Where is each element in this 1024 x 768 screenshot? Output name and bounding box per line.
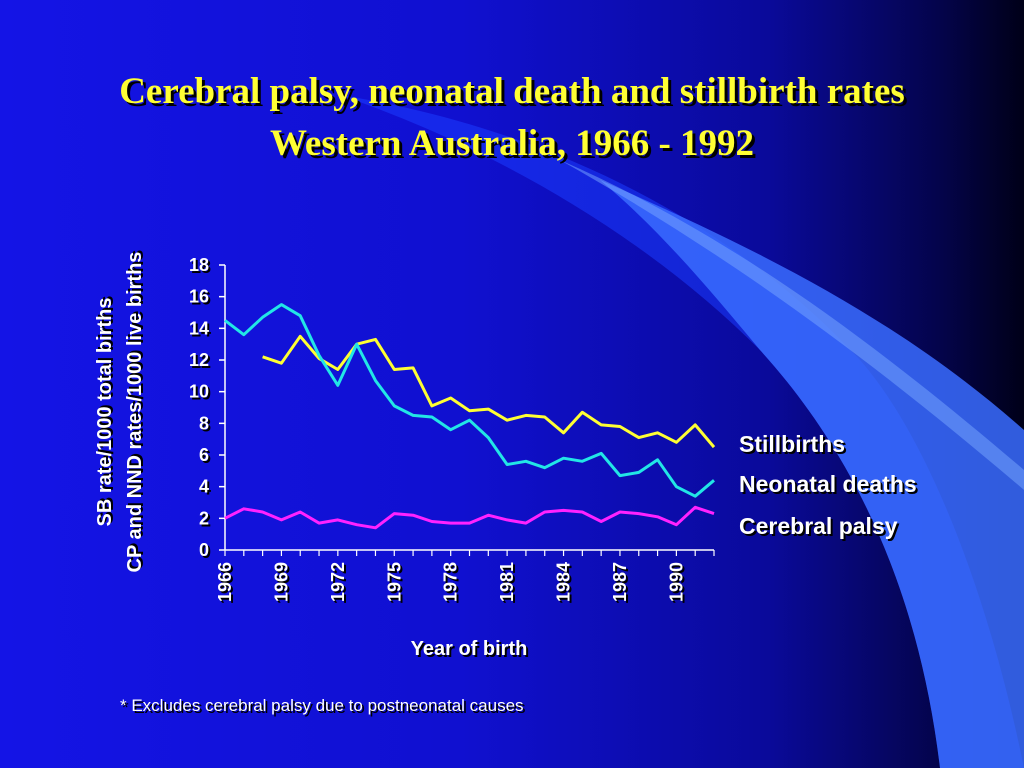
svg-text:Stillbirths: Stillbirths	[741, 433, 847, 459]
axes	[224, 265, 714, 551]
y-tick-label: 2	[199, 508, 209, 528]
title-line-2: Western Australia, 1966 - 1992	[269, 123, 755, 164]
x-tick-label: 1990	[666, 562, 686, 602]
x-tick-label: 1981	[497, 562, 517, 602]
x-axis-label: Year of birth	[411, 638, 528, 660]
svg-text:1978: 1978	[443, 564, 463, 604]
y-tick-label: 10	[189, 382, 209, 402]
series-label-cerebral-palsy: Cerebral palsy	[739, 513, 898, 539]
svg-text:1972: 1972	[330, 564, 350, 604]
series-line-cerebral-palsy	[224, 505, 715, 530]
x-tick-label: 1975	[384, 562, 404, 602]
series-line-stillbirths	[262, 334, 716, 449]
x-tick-label: 1984	[554, 562, 574, 602]
series-lines	[224, 303, 716, 530]
svg-text:0: 0	[201, 542, 211, 562]
svg-text:Cerebral palsy: Cerebral palsy	[741, 515, 900, 541]
x-tick-label: 1966	[215, 562, 235, 602]
svg-text:12: 12	[191, 352, 211, 372]
footnote: * Excludes cerebral palsy due to postneo…	[120, 696, 524, 715]
x-tick-label: 1987	[610, 562, 630, 602]
svg-text:Neonatal deaths: Neonatal deaths	[741, 473, 919, 499]
y-tick-label: 12	[189, 350, 209, 370]
svg-text:1981: 1981	[499, 564, 519, 604]
svg-text:14: 14	[191, 320, 211, 340]
svg-text:SB rate/1000 total births: SB rate/1000 total births	[96, 296, 118, 525]
series-label-stillbirths: Stillbirths	[739, 431, 845, 457]
title-line-1: Cerebral palsy, neonatal death and still…	[119, 71, 905, 112]
y-tick-label: 16	[189, 287, 209, 307]
svg-text:10: 10	[191, 384, 211, 404]
svg-text:18: 18	[191, 257, 211, 277]
y-tick-label: 8	[199, 413, 209, 433]
y-tick-label: 0	[199, 540, 209, 560]
y-tick-label: 14	[189, 318, 209, 338]
y-axis-label-line-1: SB rate/1000 total births	[94, 298, 116, 527]
svg-text:1987: 1987	[612, 564, 632, 604]
svg-text:6: 6	[201, 447, 211, 467]
x-tick-label: 1972	[328, 562, 348, 602]
series-line-neonatal-deaths	[224, 303, 715, 498]
svg-text:1969: 1969	[273, 564, 293, 604]
svg-text:8: 8	[201, 415, 211, 435]
svg-text:2: 2	[201, 510, 211, 530]
svg-text:4: 4	[201, 479, 211, 499]
svg-text:16: 16	[191, 289, 211, 309]
y-tick-label: 4	[199, 477, 209, 497]
svg-text:1984: 1984	[556, 564, 576, 604]
x-tick-label: 1969	[271, 562, 291, 602]
svg-text:1975: 1975	[386, 564, 406, 604]
y-axis-label: SB rate/1000 total births SB rate/1000 t…	[94, 296, 118, 527]
svg-text:1990: 1990	[668, 564, 688, 604]
y-tick-label: 18	[189, 255, 209, 275]
y-tick-label: 6	[199, 445, 209, 465]
x-tick-label: 1978	[441, 562, 461, 602]
svg-text:1966: 1966	[217, 564, 237, 604]
y-axis-label-2: CP and NND rates/1000 live births CP and…	[124, 250, 148, 573]
svg-text:Year of birth: Year of birth	[413, 640, 530, 662]
y-axis-label-line-2: CP and NND rates/1000 live births	[124, 252, 146, 573]
series-label-neonatal-deaths: Neonatal deaths	[739, 471, 917, 497]
svg-text:CP and NND rates/1000 live bir: CP and NND rates/1000 live births	[126, 250, 148, 571]
